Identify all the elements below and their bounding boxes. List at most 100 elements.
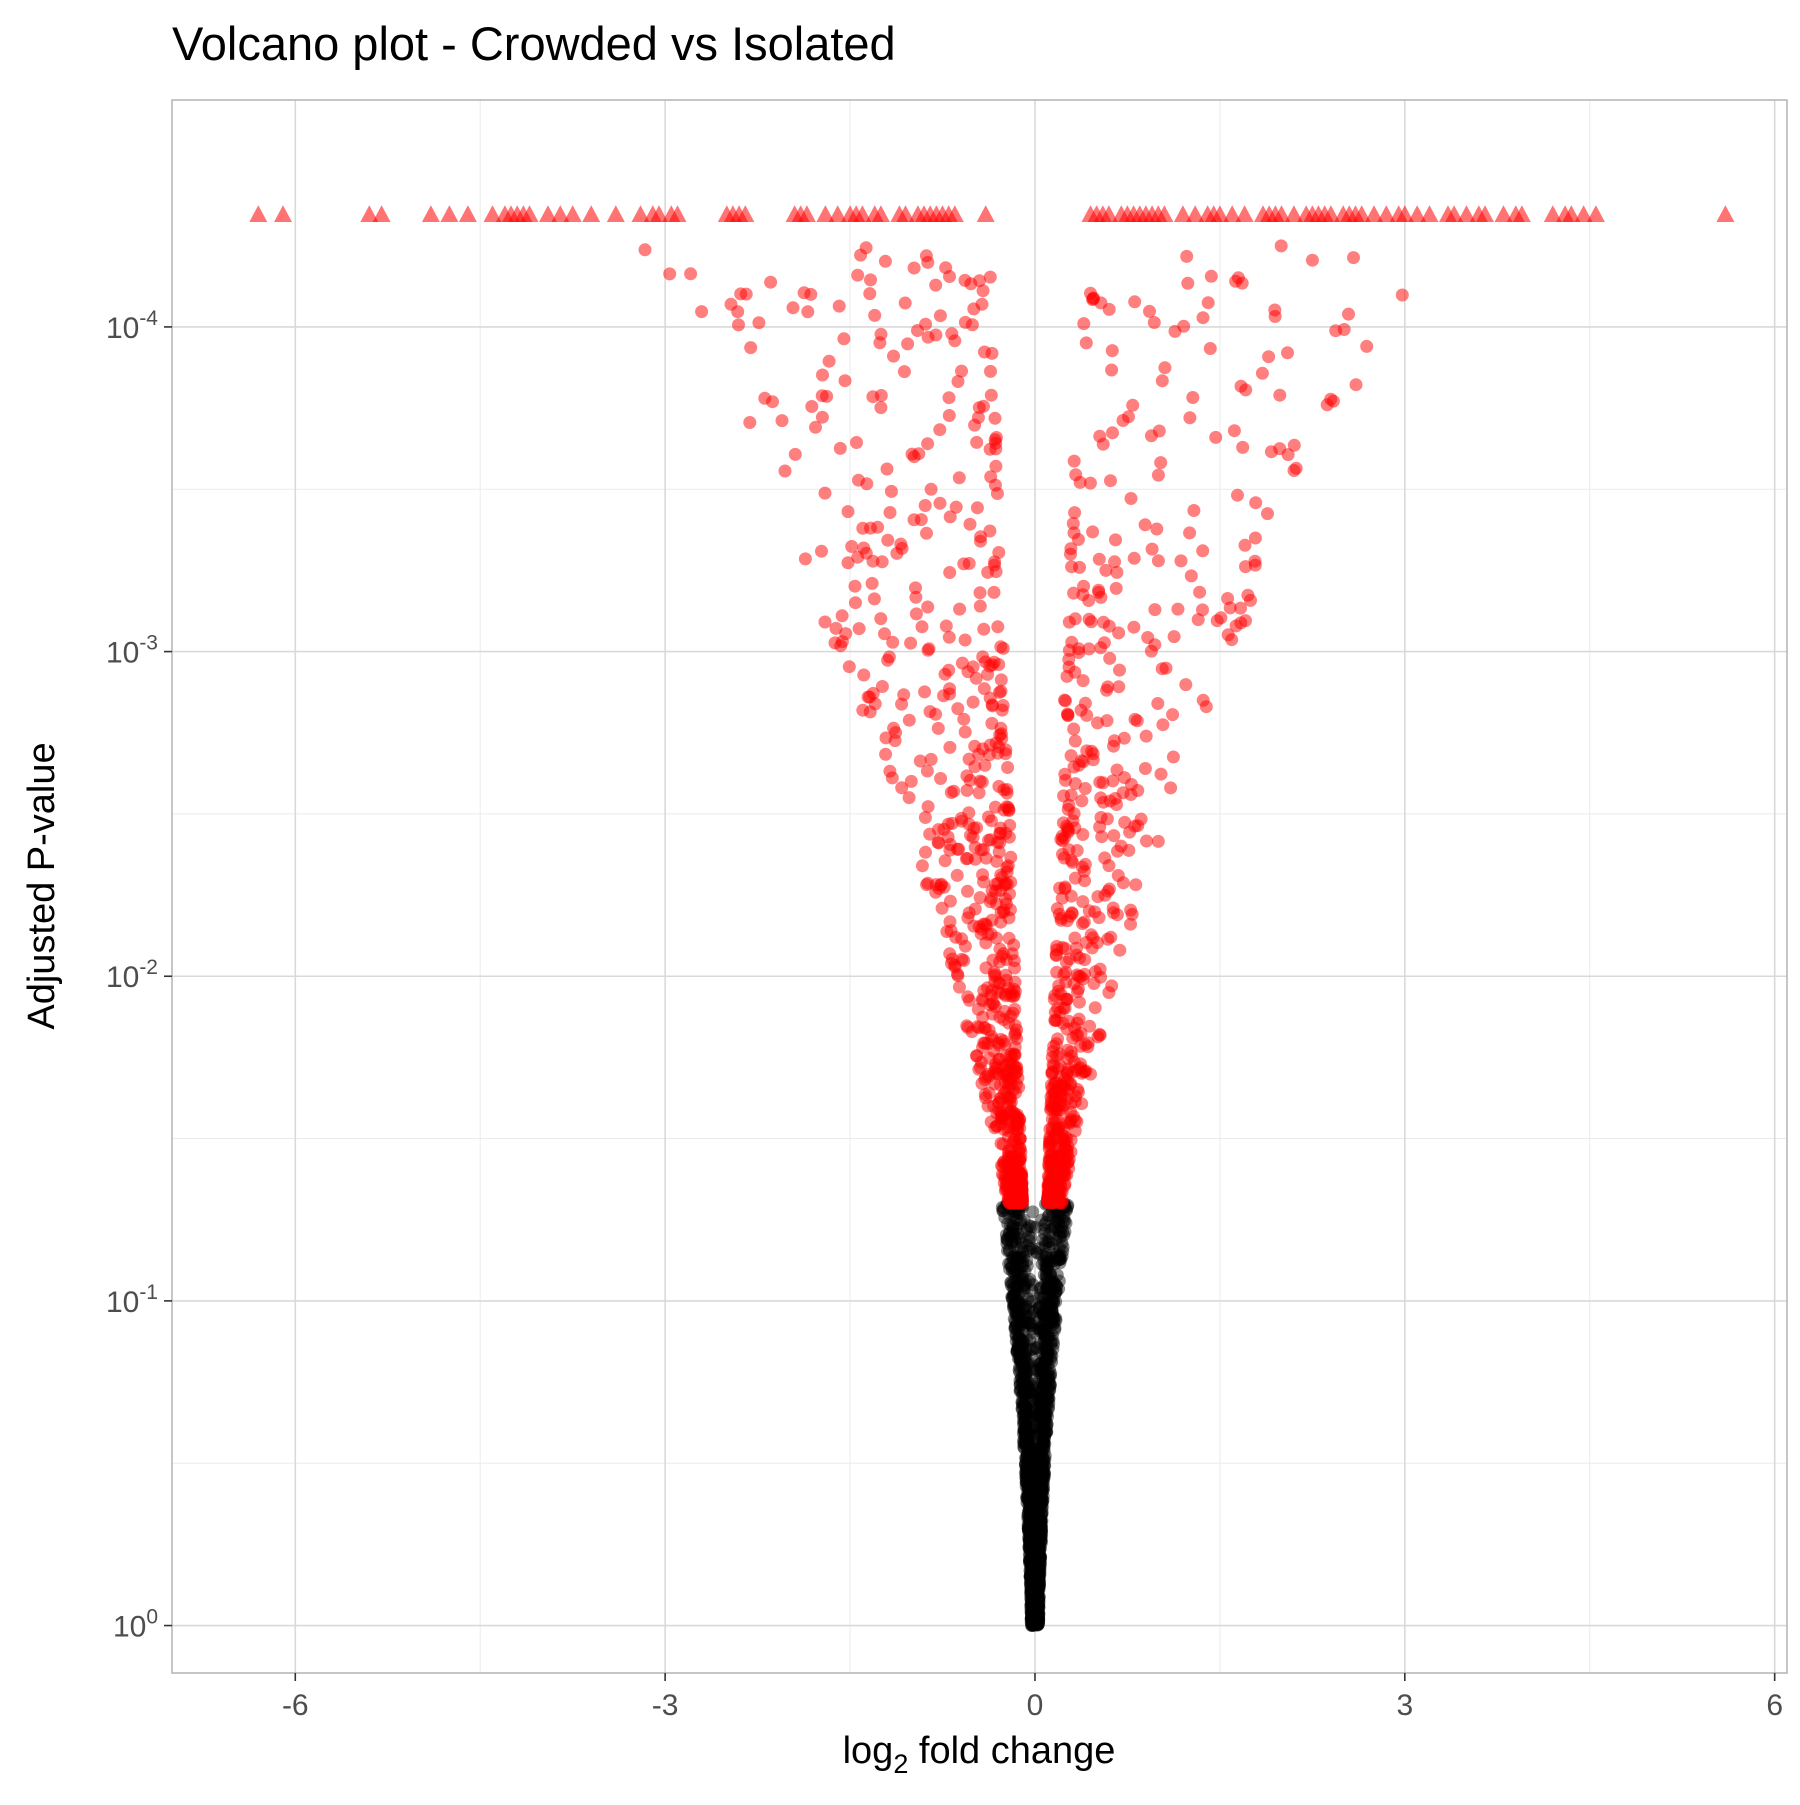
gene-point	[1039, 1236, 1053, 1249]
gene-point	[1023, 1503, 1037, 1517]
gene-point	[1023, 1421, 1036, 1435]
gene-point	[1025, 1607, 1039, 1621]
gene-point	[1015, 1341, 1029, 1355]
gene-point	[1015, 1236, 1029, 1250]
significant-gene-point	[915, 620, 929, 634]
gene-point	[1042, 1373, 1056, 1387]
significant-gene-point	[1010, 1178, 1024, 1191]
gene-point	[1005, 1291, 1019, 1305]
significant-gene-point	[1147, 316, 1161, 329]
gene-point	[1015, 1371, 1029, 1385]
gene-point	[1032, 1572, 1046, 1586]
gene-point	[1032, 1610, 1046, 1624]
significant-gene-point	[1239, 560, 1252, 574]
gene-point	[1025, 1598, 1039, 1612]
significant-gene-point	[994, 673, 1008, 687]
gene-point	[1050, 1268, 1064, 1282]
gene-point	[1018, 1407, 1032, 1421]
significant-gene-point	[1097, 615, 1110, 629]
gene-point	[1035, 1463, 1049, 1477]
gene-point	[1027, 1596, 1041, 1610]
significant-gene-point	[1062, 643, 1076, 657]
significant-gene-point	[1151, 834, 1165, 848]
gene-point	[1032, 1358, 1046, 1372]
gene-point	[1032, 1426, 1046, 1440]
gene-point	[1037, 1361, 1051, 1375]
gene-point	[1037, 1410, 1051, 1424]
gene-point	[1031, 1505, 1045, 1519]
gene-point	[1039, 1298, 1052, 1312]
gene-point	[1040, 1418, 1054, 1432]
gene-point	[1011, 1309, 1025, 1323]
gene-point	[1022, 1303, 1036, 1317]
gene-point	[1021, 1396, 1035, 1410]
gene-point	[1034, 1390, 1048, 1404]
gene-point	[1034, 1519, 1048, 1533]
significant-gene-point	[934, 772, 948, 785]
gene-point	[1032, 1590, 1046, 1604]
gene-point	[1017, 1408, 1031, 1422]
gene-point	[1030, 1540, 1044, 1554]
gene-point	[1052, 1253, 1066, 1267]
gene-point	[1007, 1298, 1020, 1312]
gene-point	[1048, 1285, 1062, 1299]
significant-gene-point	[859, 241, 873, 255]
gene-point	[1032, 1542, 1046, 1556]
gene-point	[1024, 1590, 1038, 1604]
gene-point	[1030, 1616, 1044, 1630]
gene-point	[1030, 1533, 1043, 1547]
significant-gene-point	[996, 641, 1010, 655]
gene-point	[1021, 1490, 1035, 1504]
gene-point	[1024, 1532, 1037, 1546]
significant-gene-point	[841, 556, 855, 570]
gene-point	[1038, 1430, 1052, 1444]
gene-point	[1010, 1256, 1024, 1270]
significant-gene-point	[919, 249, 933, 263]
gene-point	[1030, 1451, 1044, 1464]
gene-point	[1037, 1466, 1051, 1480]
significant-gene-point	[732, 318, 745, 332]
gene-point	[1037, 1307, 1051, 1321]
significant-gene-point	[982, 810, 995, 824]
gene-point	[1035, 1500, 1049, 1514]
gene-point	[1045, 1276, 1059, 1290]
gene-point	[1009, 1273, 1023, 1286]
gene-point	[1041, 1329, 1055, 1343]
gene-point	[1030, 1600, 1044, 1614]
gene-point	[1030, 1392, 1044, 1406]
significant-gene-point	[1062, 823, 1076, 837]
gene-point	[1039, 1215, 1053, 1229]
gene-point	[1030, 1609, 1044, 1623]
gene-point	[1010, 1264, 1024, 1278]
gene-point	[1008, 1282, 1022, 1296]
significant-gene-point	[984, 364, 997, 378]
y-tick-label: 10-3	[106, 632, 158, 670]
gene-point	[1037, 1439, 1051, 1453]
gene-point	[1030, 1494, 1044, 1508]
significant-gene-point	[1143, 304, 1156, 318]
significant-gene-point	[1075, 794, 1089, 808]
gene-point	[1023, 1455, 1037, 1469]
significant-gene-point	[909, 581, 922, 595]
gene-point	[1035, 1491, 1049, 1505]
gene-point	[1026, 1590, 1040, 1604]
gene-point	[1032, 1569, 1046, 1583]
gene-point	[1010, 1213, 1024, 1227]
significant-gene-point	[967, 302, 981, 316]
gene-point	[1011, 1339, 1025, 1353]
gene-point	[1020, 1459, 1034, 1473]
gene-point	[1038, 1378, 1051, 1392]
gene-point	[1024, 1566, 1038, 1580]
gene-point	[1030, 1607, 1044, 1620]
gene-point	[1032, 1532, 1046, 1546]
gene-point	[1045, 1283, 1058, 1297]
gene-point	[1017, 1397, 1031, 1411]
gene-point	[1025, 1563, 1038, 1577]
gene-point	[1018, 1379, 1032, 1393]
gene-point	[1044, 1334, 1058, 1348]
gene-point	[1021, 1493, 1035, 1507]
gene-point	[1023, 1513, 1037, 1527]
x-tick-label: -6	[282, 1689, 309, 1722]
gene-point	[1013, 1232, 1026, 1246]
significant-gene-point	[1067, 454, 1081, 468]
